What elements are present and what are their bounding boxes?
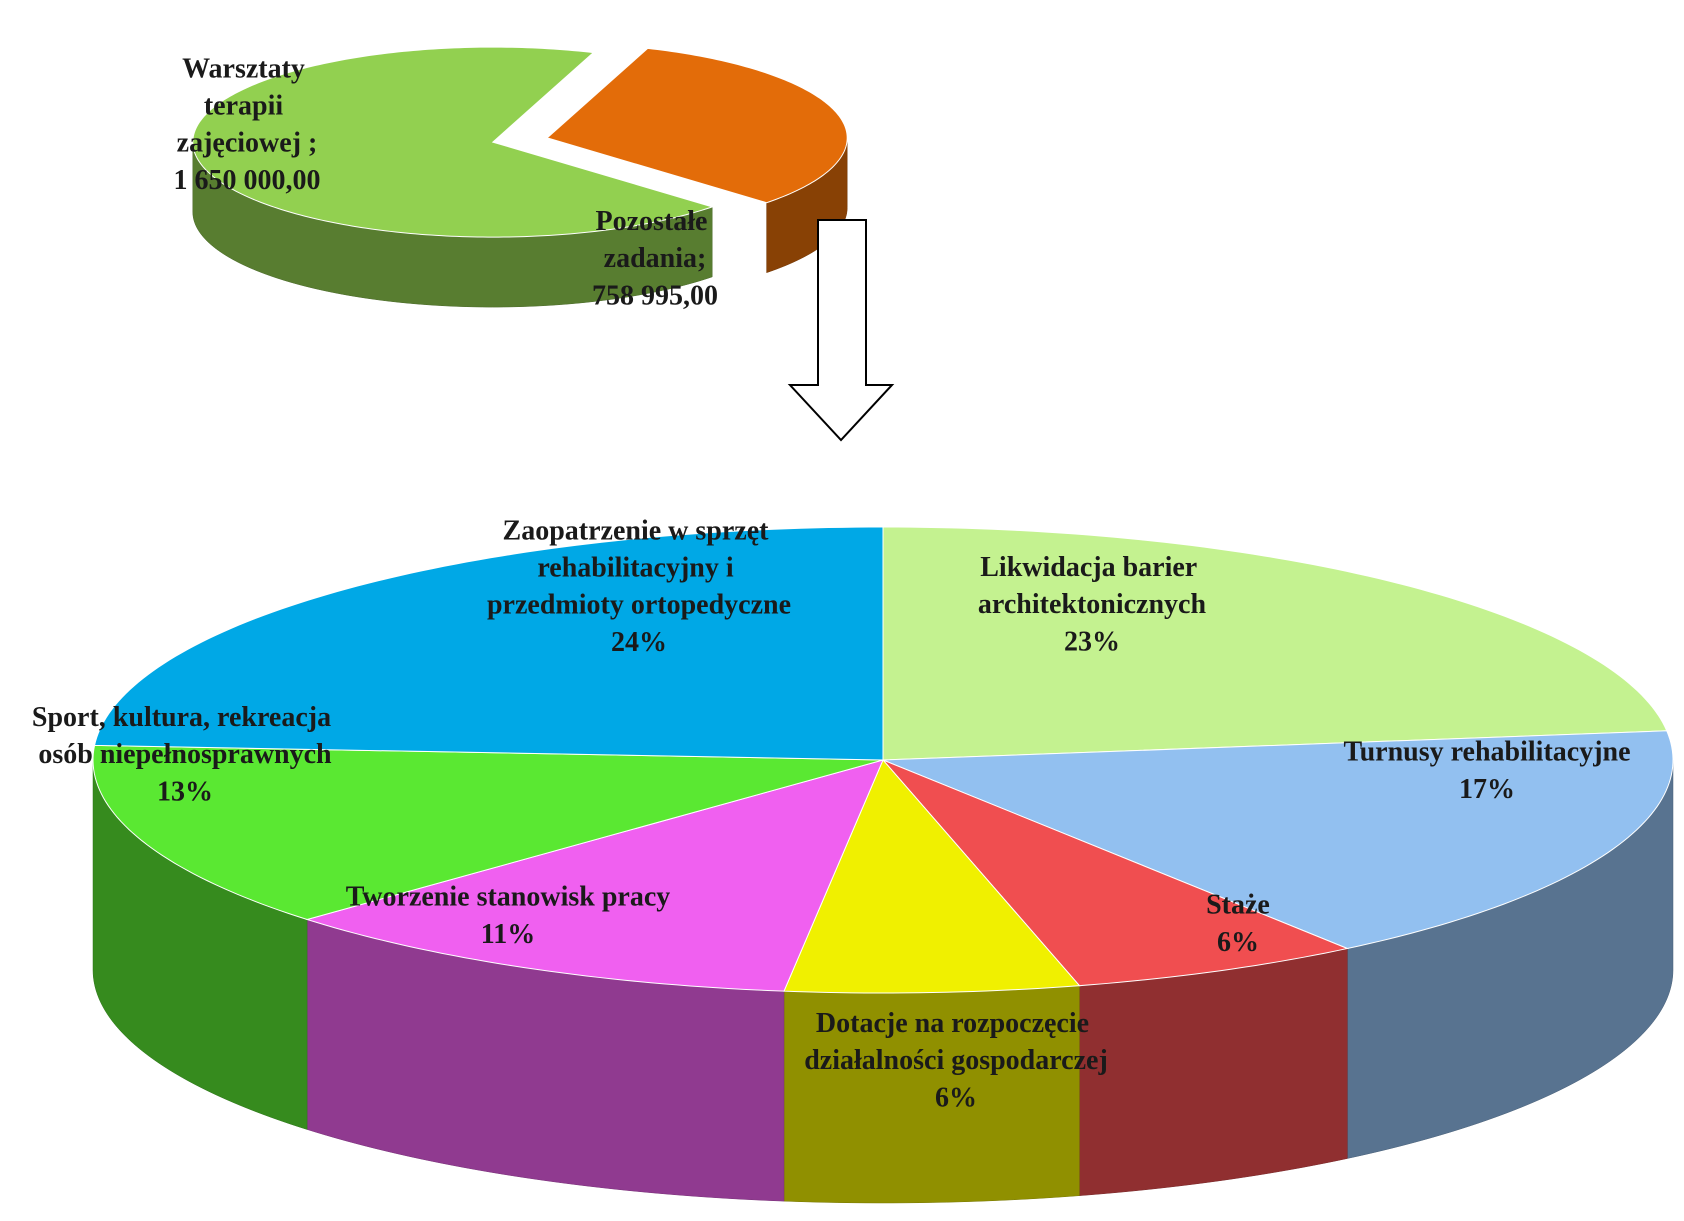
- pies: [92, 46, 1674, 1204]
- slice-label: Tworzenie stanowisk pracy: [346, 882, 671, 913]
- value-label: 758 995,00: [592, 280, 718, 311]
- pie-slice: [783, 759, 1081, 994]
- pie-slice: [92, 744, 884, 921]
- arrow: [787, 219, 895, 442]
- pie-slice: [882, 759, 1350, 987]
- slice-label: Warsztaty terapii zajęciowej ;: [177, 54, 318, 159]
- slice-label: Dotacje na rozpoczęcie działalności gosp…: [804, 1008, 1108, 1076]
- pie-slice: [546, 47, 848, 204]
- slice-label: Sport, kultura, rekreacja osób niepełnos…: [32, 702, 338, 770]
- slice-label: Pozostałe zadania;: [596, 206, 715, 274]
- slice-label: Turnusy rehabilitacyjne: [1343, 737, 1630, 768]
- labels: Warsztaty terapii zajęciowej ; 1 650 000,…: [32, 54, 1631, 1114]
- value-label: 11%: [481, 919, 535, 950]
- slice-label: Likwidacja barier architektonicznych: [978, 552, 1207, 620]
- value-label: 24%: [611, 627, 667, 658]
- pie-slice: [192, 46, 714, 238]
- value-label: 17%: [1459, 774, 1515, 805]
- pie-slice: [882, 526, 1668, 761]
- pie-slice: [93, 526, 884, 761]
- pie-slice: [305, 759, 884, 992]
- slice-label: Zaopatrzenie w sprzęt rehabilitacyjny i …: [487, 516, 791, 621]
- value-label: 13%: [157, 776, 213, 807]
- pie-side: [1079, 948, 1348, 1196]
- slice-label: Staże: [1206, 890, 1270, 921]
- value-label: 23%: [1064, 626, 1120, 657]
- pie-slice: [882, 730, 1674, 950]
- value-label: 1 650 000,00: [174, 165, 321, 196]
- value-label: 6%: [935, 1082, 977, 1113]
- value-label: 6%: [1217, 927, 1259, 958]
